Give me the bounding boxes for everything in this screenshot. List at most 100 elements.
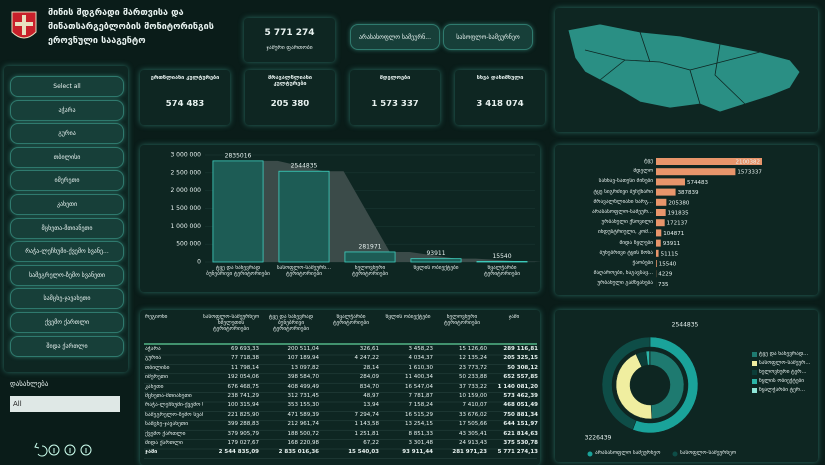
table-cell: სამეგრელო-ზემო სვანეთი	[145, 411, 203, 418]
table-cell: 281 971,23	[452, 449, 487, 456]
table-cell: 93 911,44	[402, 449, 433, 456]
table-cell: 15 540,03	[348, 449, 379, 456]
slicer-button[interactable]: გურია	[10, 123, 124, 145]
table-cell: 69 693,33	[231, 346, 259, 352]
table-cell: 16 547,04	[405, 383, 433, 390]
hbar-value-label: 2100382	[736, 160, 761, 166]
total-label: ჯამური ფართობი	[266, 45, 313, 51]
slicer-button[interactable]: კახეთი	[10, 194, 124, 215]
title-line: მიწის მდგრადი მართვისა და	[48, 8, 184, 18]
legend-label: სასოფლო-სამეურ...	[759, 360, 811, 366]
hbar-label: ჭაობები	[632, 260, 653, 266]
kpi-label: სხვა დანიშნული	[476, 75, 524, 81]
table-header: რეგიონი	[145, 314, 168, 320]
table-cell: 192 054,06	[227, 374, 260, 381]
hbar-value-label: 172137	[667, 221, 688, 227]
table-cell: 77 718,38	[231, 355, 259, 362]
bar-value-label: 93911	[426, 250, 445, 257]
legend-label: სასოფლო-სამეურნეო	[680, 450, 736, 456]
table-header: წყალჭარბი ტერიტორიები	[333, 314, 369, 327]
table-cell: 353 155,30	[287, 402, 320, 409]
slicer-button[interactable]: მცხეთა-მთიანეთი	[10, 217, 124, 239]
slicer-button[interactable]: აჭარა	[10, 99, 124, 121]
kpi-card	[245, 70, 335, 125]
hbar	[656, 168, 736, 176]
kpi-card	[350, 70, 440, 125]
table-cell: 11 798,14	[231, 364, 259, 371]
bar	[212, 160, 264, 263]
table-cell: 50 233,88	[459, 374, 487, 381]
y-tick-label: 500 000	[176, 241, 201, 248]
filter-label: დასახლება	[10, 380, 49, 388]
slicer-button[interactable]: თბილისი	[10, 146, 124, 168]
legend-label: არასასოფლო სამეურნეო	[595, 450, 661, 456]
table-cell: 15 126,60	[459, 346, 487, 352]
filter-dropdown[interactable]: All	[10, 396, 120, 412]
hbar-label: ურბანული გამწვანება	[597, 280, 653, 287]
hbar-value-label: 574483	[687, 180, 708, 186]
table-cell: 652 557,85	[503, 374, 538, 381]
table-cell: 221 825,90	[227, 411, 260, 418]
table-cell: ქვემო ქართლი	[145, 430, 186, 437]
table-cell: 12 135,24	[459, 355, 487, 362]
table-cell: 48,97	[363, 393, 379, 399]
slicer-button[interactable]: სამცხე-ჯავახეთი	[10, 288, 124, 310]
hbar-label: მდელო	[633, 168, 653, 175]
title-line: ეროვნული სააგენტო	[48, 36, 146, 46]
table-cell: იმერეთი	[145, 374, 168, 381]
outer-slice	[601, 336, 651, 431]
kpi-label: მრავალწლიანი კულტურები	[267, 75, 313, 88]
hbar-label: ბუნებრივი ტყის ზონა	[599, 249, 653, 256]
hbar	[656, 209, 666, 216]
legend-swatch	[672, 451, 678, 457]
table-header: ჯამი	[508, 314, 520, 320]
legend-swatch	[752, 361, 757, 366]
nav-icons[interactable]	[34, 442, 92, 457]
table-cell: 375 530,78	[503, 440, 538, 446]
slicer-button[interactable]: სამეგრელო-ზემო სვანეთი	[10, 264, 124, 286]
table-cell: 10 159,00	[459, 393, 487, 399]
legend-label: წყალჭარბი ტერ...	[759, 387, 806, 393]
hbar-value-label: 15540	[659, 262, 677, 268]
table-cell: 4 247,22	[354, 355, 380, 362]
bar-value-label: 15540	[492, 253, 511, 260]
table-cell: ჯამი	[145, 449, 158, 456]
toggle-button[interactable]: არასასოფლო სამეურნ...	[350, 24, 440, 50]
slicer-button[interactable]: Select all	[10, 76, 124, 97]
x-tick-label: სასოფლო-სამეურნ... ტერიტორიები	[276, 265, 332, 278]
slicer-button[interactable]: შიდა ქართლი	[10, 335, 124, 357]
inner-slice	[649, 350, 651, 366]
hbar-label: მაღაროები, ნაგავსაყ...	[593, 270, 653, 277]
table-header: ხელოვნური ტერიტორიები	[444, 314, 480, 327]
table-cell: მცხეთა-მთიანეთი	[145, 393, 192, 399]
hbar	[656, 158, 762, 165]
total-value: 5 771 274	[264, 28, 315, 38]
table-cell: 7 781,87	[408, 393, 434, 399]
table-cell: 676 468,75	[227, 383, 260, 390]
table-cell: 28,14	[363, 364, 379, 371]
inner-slice	[649, 350, 685, 420]
hbar-value-label: 4229	[658, 272, 672, 278]
table-cell: გურია	[145, 355, 162, 362]
table-cell: 205 325,15	[503, 355, 538, 362]
hbar	[656, 260, 657, 267]
table-cell: 7 410,07	[462, 402, 488, 409]
table-cell: 5 771 274,13	[497, 449, 538, 456]
slicer-button[interactable]: იმერეთი	[10, 170, 124, 192]
table-cell: 468 051,49	[503, 402, 538, 409]
table-cell: 8 851,33	[408, 430, 434, 437]
table-cell: 33 676,02	[459, 411, 487, 418]
inner-slice	[615, 353, 653, 420]
y-tick-label: 1 000 000	[170, 223, 201, 230]
table-cell: 834,70	[359, 383, 379, 390]
hbar-value-label: 205380	[668, 200, 689, 206]
hbar-label: სახნავ-სათესი მიწები	[598, 178, 653, 185]
slicer-button[interactable]: ქვემო ქართლი	[10, 312, 124, 333]
title-line: მიწათსარგებლობის მონიტორინგის	[48, 22, 214, 32]
hbar	[656, 178, 685, 186]
table-cell: 13 254,15	[405, 421, 433, 428]
slicer-button[interactable]: რაჭა-ლეჩხუმი-ქვემო სვანე...	[10, 241, 124, 263]
hbar-label: ტყე	[644, 158, 653, 164]
toggle-button[interactable]: სასოფლო-სამეურნეო	[443, 24, 533, 50]
